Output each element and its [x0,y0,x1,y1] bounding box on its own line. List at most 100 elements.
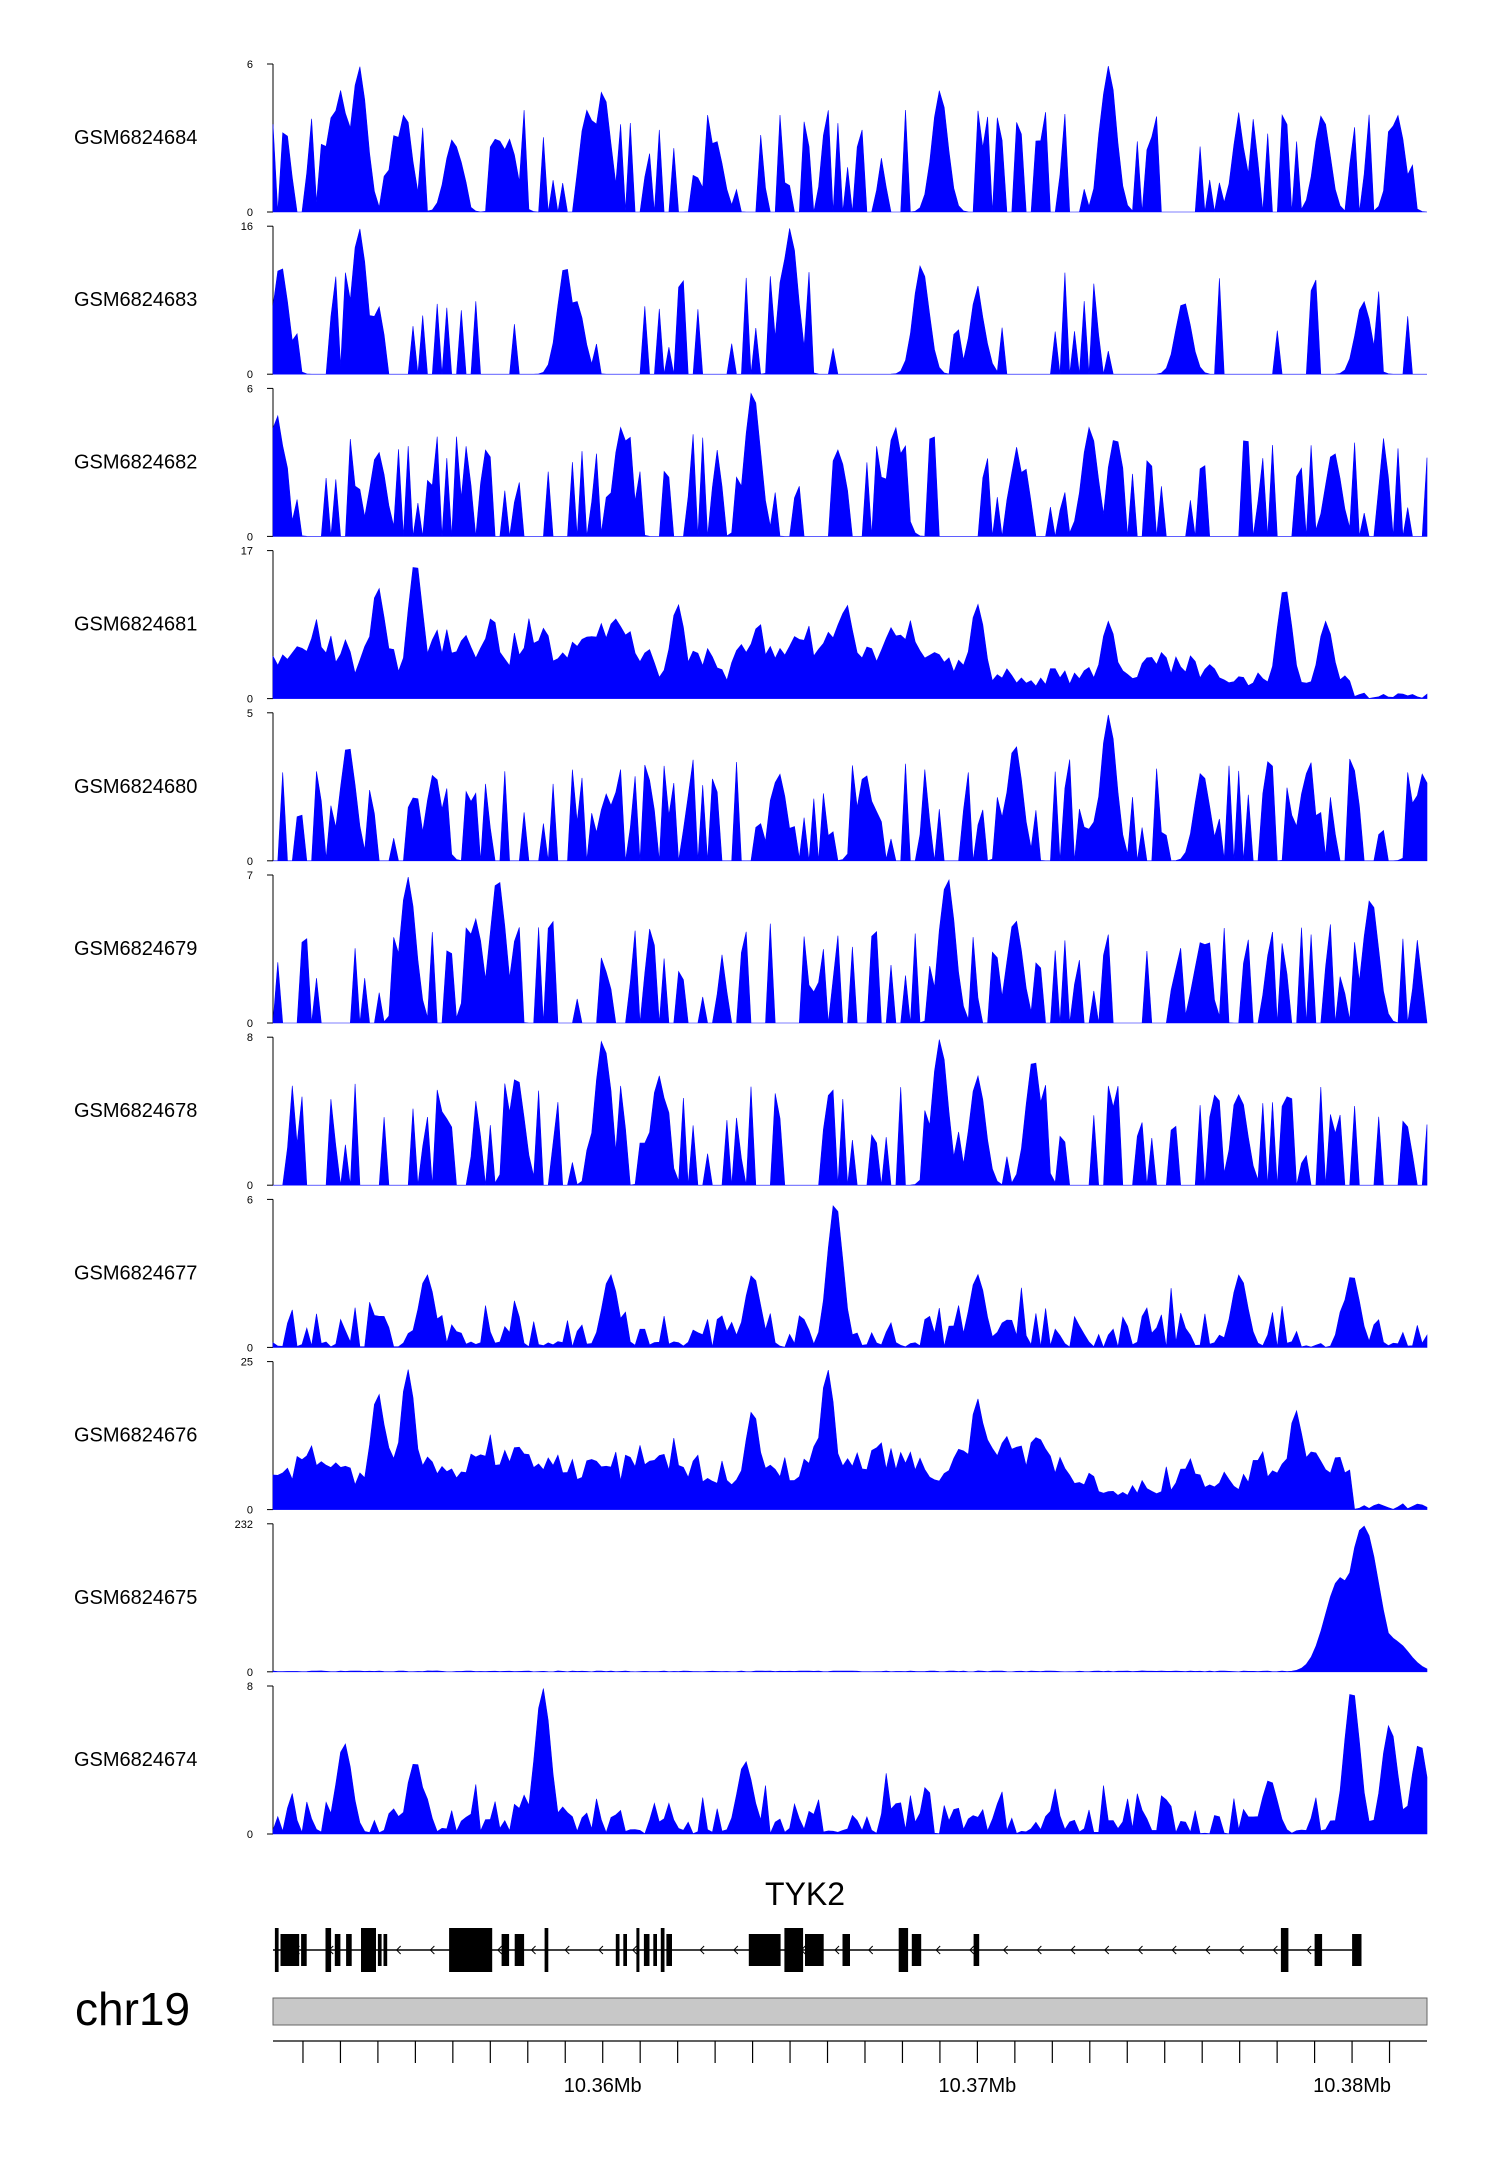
y-max-label: 232 [235,1519,253,1531]
exon [377,1934,382,1966]
track-label: GSM6824682 [74,451,197,473]
track-GSM6824681: GSM6824681 17 0 [74,546,1428,706]
y-min-label: 0 [247,531,253,543]
y-max-label: 16 [241,221,253,233]
exon [666,1934,672,1966]
signal-area [272,66,1428,213]
exon [973,1934,980,1966]
gene-label: TYK2 [765,1876,845,1912]
signal-area [273,1039,1428,1186]
track-GSM6824676: GSM6824676 25 0 [74,1357,1428,1517]
y-max-label: 8 [247,1681,253,1693]
exon [623,1934,627,1966]
x-tick-label: 10.37Mb [938,2075,1016,2097]
exon [334,1934,341,1966]
exon [653,1934,657,1966]
signal-area [272,1369,1428,1510]
y-max-label: 6 [247,1194,253,1206]
y-min-label: 0 [247,1342,253,1354]
exon [280,1934,300,1966]
track-GSM6824680: GSM6824680 5 0 [74,708,1428,868]
track-GSM6824683: GSM6824683 16 0 [74,221,1427,381]
gene-exons [274,1928,1362,1972]
y-max-label: 6 [247,383,253,395]
y-min-label: 0 [247,1180,253,1192]
exon [784,1928,804,1972]
exon [346,1934,352,1966]
track-label: GSM6824681 [74,614,197,636]
strand-arrow [1238,1945,1245,1955]
signal-area [272,567,1428,699]
strand-arrow [1171,1945,1177,1955]
y-min-label: 0 [247,207,253,219]
track-GSM6824678: GSM6824678 8 0 [74,1032,1428,1192]
strand-arrow [429,1945,435,1955]
strand-arrow [699,1945,705,1955]
y-min-label: 0 [247,369,253,381]
y-min-label: 0 [247,1505,253,1517]
exon [544,1928,549,1972]
y-min-label: 0 [247,856,253,868]
exon [383,1934,388,1966]
exon [1280,1928,1289,1972]
y-max-label: 25 [241,1357,253,1369]
track-label: GSM6824679 [74,938,197,960]
track-GSM6824675: GSM6824675 232 0 [74,1519,1428,1679]
signal-area [272,392,1428,537]
exon [748,1934,781,1966]
exon [898,1928,909,1972]
strand-arrow [598,1945,604,1955]
strand-arrow [1002,1945,1008,1955]
strand-arrow [969,1945,975,1955]
track-label: GSM6824683 [74,289,197,311]
signal-area [272,1205,1428,1349]
track-label: GSM6824680 [74,776,197,798]
y-max-label: 8 [247,1032,253,1044]
strand-arrow [1036,1945,1042,1955]
exon [660,1928,665,1972]
strand-arrows [294,1945,1312,1955]
signal-tracks: GSM682468460GSM6824683160GSM682468260GSM… [74,59,1428,1841]
track-label: GSM6824678 [74,1100,197,1122]
track-GSM6824677: GSM6824677 6 0 [74,1194,1428,1354]
strand-arrow [1272,1945,1278,1955]
exon [514,1934,525,1966]
strand-arrow [631,1945,638,1955]
exon [911,1934,922,1966]
exon [643,1934,650,1966]
y-min-label: 0 [247,1018,253,1030]
track-label: GSM6824684 [74,127,197,149]
strand-arrow [935,1945,941,1955]
chromosome-ideogram [272,1997,1428,2026]
strand-arrow [1070,1945,1076,1955]
exon [449,1928,493,1972]
signal-area [272,1688,1428,1835]
gene-track: TYK2 [273,1876,1362,1972]
y-max-label: 17 [241,546,253,558]
y-min-label: 0 [247,1667,253,1679]
track-label: GSM6824675 [74,1587,197,1609]
exon [301,1934,307,1966]
exon [805,1934,824,1966]
track-GSM6824684: GSM6824684 6 0 [74,59,1428,219]
track-GSM6824674: GSM6824674 8 0 [74,1681,1428,1841]
exon [615,1934,620,1966]
track-label: GSM6824676 [74,1425,197,1447]
exon [1314,1934,1323,1966]
strand-arrow [733,1945,739,1955]
strand-arrow [1137,1945,1143,1955]
exon [274,1928,279,1972]
strand-arrow [564,1945,570,1955]
strand-arrow [1205,1945,1211,1955]
y-max-label: 5 [247,708,253,720]
chromosome-axis: chr19 10.36Mb 10.37Mb 10.38Mb [75,1983,1428,2097]
exon [636,1928,640,1972]
strand-arrow [497,1945,503,1955]
track-GSM6824682: GSM6824682 6 0 [74,383,1428,543]
x-tick-label: 10.38Mb [1313,2075,1391,2097]
y-max-label: 7 [247,870,253,882]
exon [842,1934,850,1966]
track-label: GSM6824674 [74,1749,197,1771]
strand-arrow [1104,1945,1110,1955]
